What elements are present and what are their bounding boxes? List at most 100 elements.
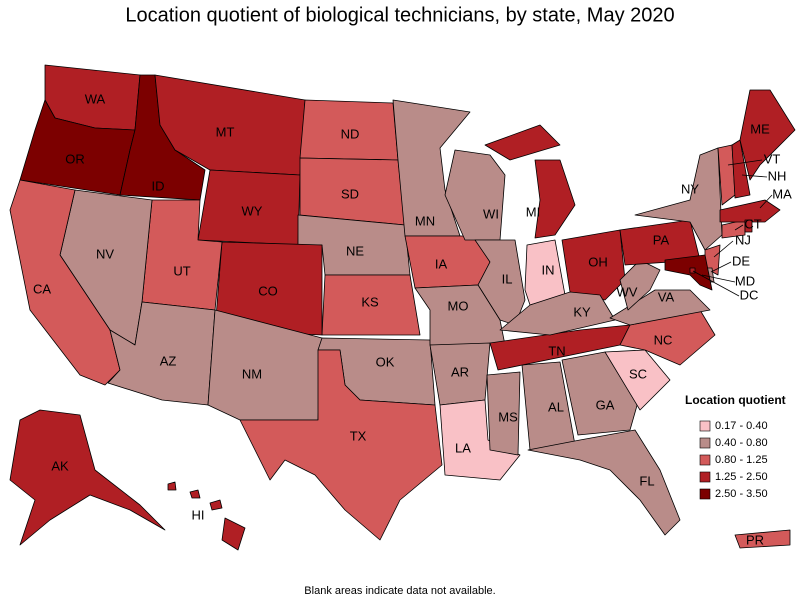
state-label: WI — [483, 206, 499, 221]
state — [719, 199, 781, 223]
state-label: UT — [173, 263, 190, 278]
state — [634, 147, 723, 251]
state-label: GA — [596, 397, 615, 412]
state — [734, 529, 791, 549]
state — [609, 289, 711, 326]
leader-line — [727, 159, 763, 166]
state-label: MN — [415, 213, 435, 228]
state — [9, 179, 121, 386]
state — [239, 349, 443, 541]
map-title: Location quotient of biological technici… — [125, 4, 674, 26]
state-label: NY — [681, 181, 699, 196]
state-label: WA — [85, 91, 106, 106]
state — [392, 99, 471, 237]
footnote: Blank areas indicate data not available. — [304, 585, 495, 597]
state-label: OR — [65, 151, 85, 166]
state-label: NC — [654, 332, 673, 347]
state — [744, 219, 753, 233]
legend-swatch — [699, 420, 711, 432]
state-label: MI — [526, 204, 540, 219]
legend-label: 1.25 - 2.50 — [715, 471, 768, 483]
state-label: MT — [216, 124, 235, 139]
state-label: FL — [639, 473, 654, 488]
state-label: ID — [152, 178, 165, 193]
state — [321, 274, 421, 336]
legend-swatch — [699, 471, 711, 483]
state — [731, 139, 751, 199]
state-label: VT — [764, 151, 781, 166]
state — [664, 254, 713, 291]
state-label: NV — [96, 246, 114, 261]
state — [499, 291, 616, 336]
leader-line — [741, 174, 768, 178]
state-label: ND — [341, 126, 360, 141]
state-label: MD — [735, 273, 755, 288]
state-label: VA — [658, 289, 675, 304]
state-label: TX — [350, 428, 367, 443]
state — [739, 89, 796, 181]
state-label: IL — [502, 271, 513, 286]
state-label: NE — [346, 243, 364, 258]
state-label: NM — [242, 366, 262, 381]
state-label: CT — [744, 216, 761, 231]
state-label: DC — [740, 287, 759, 302]
state — [9, 409, 166, 546]
state — [604, 349, 671, 411]
states — [9, 64, 796, 551]
state-label: WV — [617, 284, 638, 299]
leader-line — [759, 194, 773, 209]
state-label: DE — [732, 253, 750, 268]
state-label: MS — [498, 409, 518, 424]
legend-swatch — [699, 454, 711, 466]
state-label: CO — [258, 283, 278, 298]
state-label: SC — [629, 366, 647, 381]
legend-label: 0.40 - 0.80 — [715, 437, 768, 449]
state — [439, 399, 521, 481]
state-label: PR — [746, 532, 764, 547]
state-label: ME — [750, 121, 770, 136]
state — [527, 429, 681, 536]
state — [214, 241, 323, 336]
leader-line — [734, 224, 744, 231]
state-label: KY — [573, 304, 591, 319]
state-label: NH — [768, 168, 787, 183]
legend-swatch — [699, 488, 711, 500]
legend-label: 0.80 - 1.25 — [715, 454, 768, 466]
state — [486, 371, 521, 456]
state-label: KS — [361, 294, 379, 309]
state — [474, 239, 526, 326]
state — [561, 229, 626, 301]
state-label: WY — [242, 203, 263, 218]
leader-line — [692, 270, 740, 297]
state-label: OK — [376, 354, 395, 369]
state — [167, 481, 246, 551]
legend: 0.17 - 0.40 0.40 - 0.80 0.80 - 1.25 1.25 - … — [699, 420, 768, 500]
state-label: MA — [772, 186, 792, 201]
state-label: HI — [192, 507, 205, 522]
state-label: AL — [548, 399, 564, 414]
state-label: AK — [51, 458, 69, 473]
state — [689, 267, 696, 274]
state-label: AZ — [160, 353, 177, 368]
state-label: IN — [542, 262, 555, 277]
state-label: NJ — [735, 232, 751, 247]
state-label: OH — [588, 254, 608, 269]
state-labels: WA OR ID MT WY ND SD NE KS CO UT NV CA AZ NM OK TX MN IA WI… — [33, 91, 792, 547]
leader-line — [710, 261, 732, 273]
legend-label: 2.50 - 3.50 — [715, 488, 768, 500]
leader-line — [701, 274, 736, 283]
legend-swatch — [699, 437, 711, 449]
state-label: SD — [341, 186, 359, 201]
leader-line — [713, 240, 734, 258]
state-label: LA — [455, 440, 471, 455]
state-label: AR — [451, 364, 469, 379]
state-label: MO — [448, 298, 469, 313]
state-label: TN — [548, 343, 565, 358]
state-label: IA — [435, 256, 448, 271]
legend-label: 0.17 - 0.40 — [715, 420, 768, 432]
legend-title: Location quotient — [685, 393, 786, 407]
state — [484, 124, 576, 239]
state-label: CA — [33, 281, 51, 296]
state-label: PA — [653, 232, 670, 247]
